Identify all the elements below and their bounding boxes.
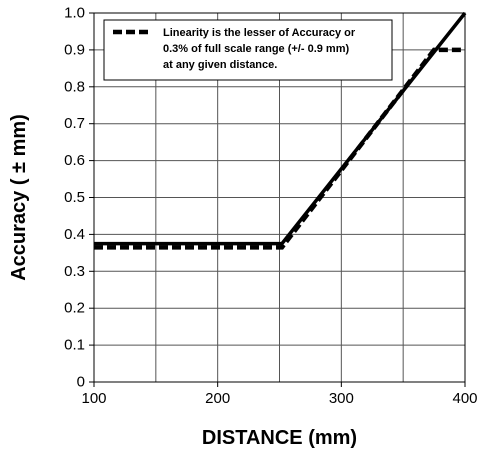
legend-text-line: Linearity is the lesser of Accuracy or <box>163 27 356 39</box>
x-tick-label: 200 <box>205 390 230 407</box>
y-tick-label: 1.0 <box>64 5 85 22</box>
legend-frame <box>103 19 393 81</box>
legend-box: Linearity is the lesser of Accuracy or 0.… <box>103 19 393 81</box>
y-tick-label: 0.3 <box>64 263 85 280</box>
tick-layer: 0 0.1 0.2 0.3 0.4 0.5 0.6 0.7 0.8 0.9 1.0 100 200 300… <box>64 5 477 408</box>
x-tick-label: 400 <box>452 390 477 407</box>
y-tick-label: 0.8 <box>64 78 85 95</box>
x-tick-label: 100 <box>81 390 106 407</box>
accuracy-solid-line <box>94 11 467 246</box>
y-tick-label: 0.2 <box>64 300 85 317</box>
y-tick-label: 0.6 <box>64 152 85 169</box>
series-layer <box>94 11 467 250</box>
x-axis-title: DISTANCE (mm) <box>202 427 357 449</box>
x-tick-label: 300 <box>329 390 354 407</box>
y-tick-label: 0.9 <box>64 41 85 58</box>
y-tick-label: 0 <box>77 374 85 391</box>
legend-text-line: at any given distance. <box>163 59 277 71</box>
y-tick-label: 0.4 <box>64 226 85 243</box>
legend-text-line: 0.3% of full scale range (+/- 0.9 mm) <box>163 43 349 55</box>
y-axis-title: Accuracy ( ± mm) <box>8 114 30 281</box>
y-tick-label: 0.7 <box>64 115 85 132</box>
y-tick-label: 0.5 <box>64 189 85 206</box>
y-tick-label: 0.1 <box>64 337 85 354</box>
linearity-dashed-line <box>94 47 465 250</box>
